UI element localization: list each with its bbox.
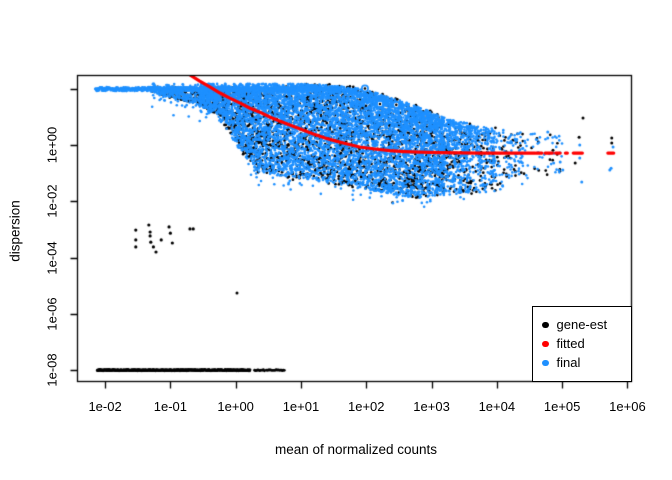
x-tick-label: 1e+05: [543, 399, 581, 414]
y-tick-label: 1e-04: [44, 240, 60, 275]
legend-label-fitted: fitted: [556, 336, 585, 351]
x-tick-label: 1e+03: [413, 399, 450, 414]
x-tick-label: 1e+01: [282, 399, 320, 414]
y-tick-label: 1e+00: [44, 126, 60, 164]
x-axis-title: mean of normalized counts: [274, 442, 438, 457]
x-tick-label: 1e+00: [217, 399, 254, 414]
legend-item-final: final: [542, 356, 631, 370]
legend-marker-fitted-icon: [542, 340, 549, 348]
legend-label-final: final: [556, 355, 581, 370]
y-tick-label: 1e-06: [44, 297, 60, 331]
y-tick-label: 1e-08: [44, 353, 60, 387]
y-axis-title: dispersion: [7, 200, 23, 262]
legend: gene-est fitted final: [532, 306, 632, 382]
x-tick-label: 1e+06: [609, 399, 646, 414]
x-tick-label: 1e-02: [88, 399, 122, 414]
legend-marker-final-icon: [542, 359, 549, 367]
legend-item-gene-est: gene-est: [542, 318, 631, 332]
legend-item-fitted: fitted: [542, 337, 631, 351]
x-tick-label: 1e+02: [347, 399, 385, 414]
y-tick-label: 1e-02: [44, 184, 60, 218]
legend-label-gene-est: gene-est: [556, 317, 608, 332]
x-tick-label: 1e+04: [478, 399, 516, 414]
legend-marker-gene-est-icon: [542, 321, 549, 329]
x-tick-label: 1e-01: [153, 399, 187, 414]
